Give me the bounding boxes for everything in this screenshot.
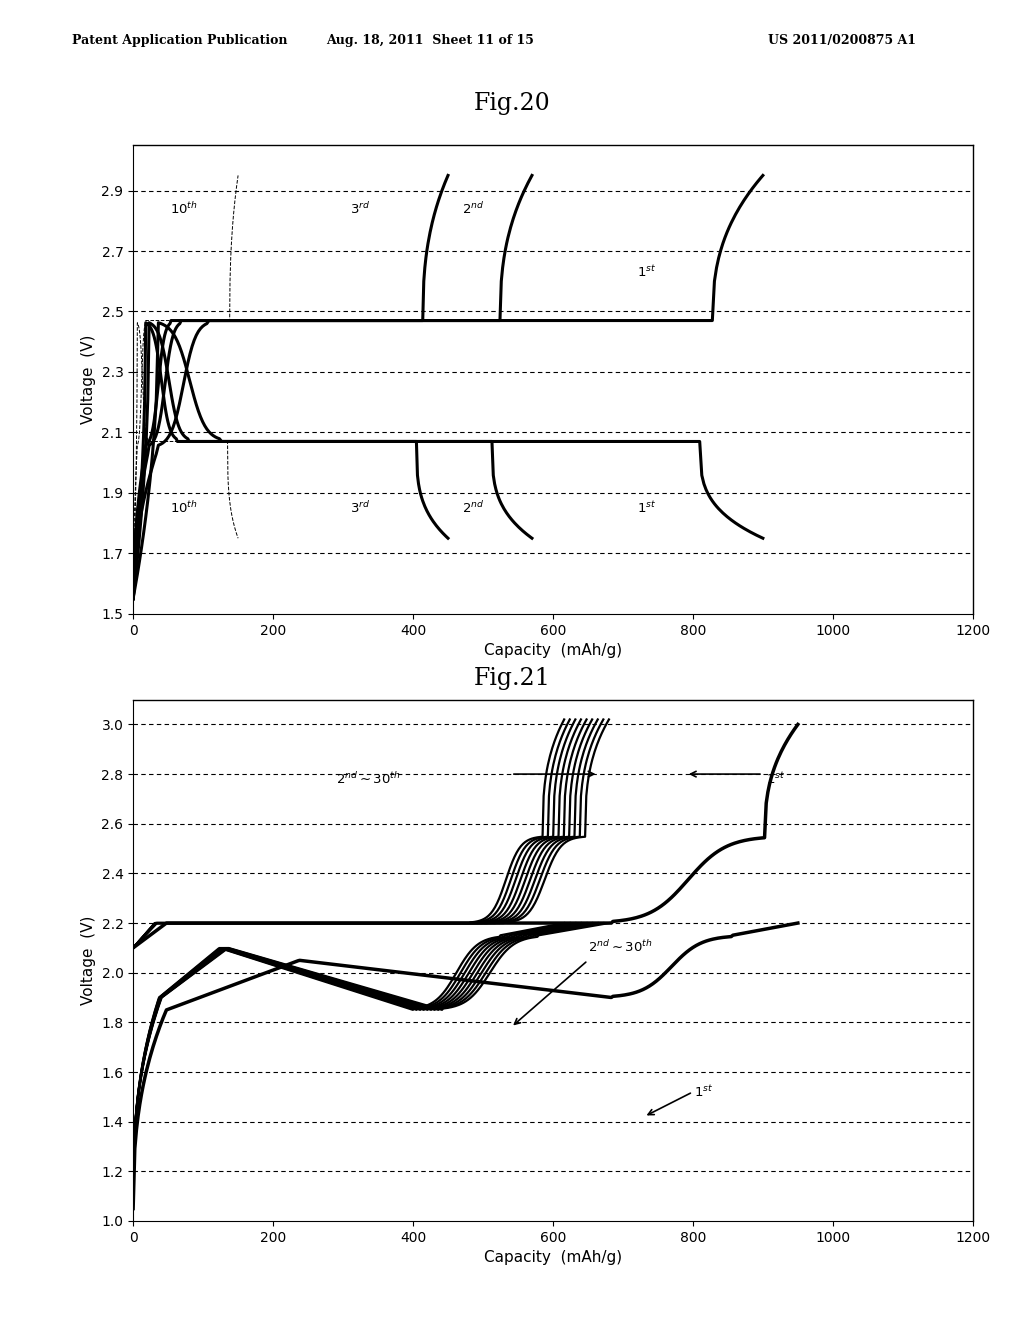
Text: Patent Application Publication: Patent Application Publication xyxy=(72,34,287,48)
Text: $1^{st}$: $1^{st}$ xyxy=(637,264,656,280)
Text: US 2011/0200875 A1: US 2011/0200875 A1 xyxy=(768,34,916,48)
Text: $3^{rd}$: $3^{rd}$ xyxy=(350,201,371,216)
Text: $2^{nd}{\sim}30^{th}$: $2^{nd}{\sim}30^{th}$ xyxy=(588,940,652,956)
Text: $1^{st}$: $1^{st}$ xyxy=(694,1084,714,1100)
Text: $1^{st}$: $1^{st}$ xyxy=(637,500,656,516)
Text: $2^{nd}$: $2^{nd}$ xyxy=(462,201,484,216)
X-axis label: Capacity  (mAh/g): Capacity (mAh/g) xyxy=(484,1250,622,1266)
Text: $1^{st}$: $1^{st}$ xyxy=(766,771,785,787)
Text: Fig.20: Fig.20 xyxy=(474,92,550,115)
Text: $2^{nd}{\sim}30^{th}$: $2^{nd}{\sim}30^{th}$ xyxy=(336,771,400,787)
Text: Fig.21: Fig.21 xyxy=(473,667,551,689)
X-axis label: Capacity  (mAh/g): Capacity (mAh/g) xyxy=(484,643,622,659)
Text: $10^{th}$: $10^{th}$ xyxy=(170,500,198,516)
Text: Aug. 18, 2011  Sheet 11 of 15: Aug. 18, 2011 Sheet 11 of 15 xyxy=(326,34,535,48)
Y-axis label: Voltage  (V): Voltage (V) xyxy=(81,335,95,424)
Text: $10^{th}$: $10^{th}$ xyxy=(170,201,198,216)
Text: $2^{nd}$: $2^{nd}$ xyxy=(462,500,484,516)
Text: $3^{rd}$: $3^{rd}$ xyxy=(350,500,371,516)
Y-axis label: Voltage  (V): Voltage (V) xyxy=(81,916,95,1005)
